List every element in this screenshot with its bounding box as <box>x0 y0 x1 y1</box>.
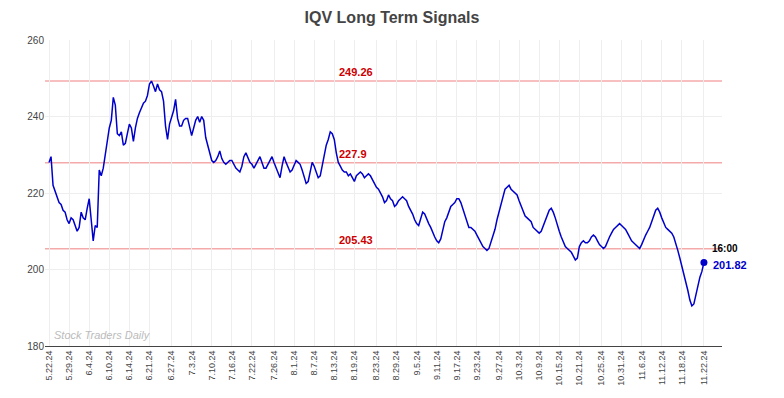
svg-text:249.26: 249.26 <box>339 66 373 78</box>
svg-text:7.16.24: 7.16.24 <box>227 351 237 381</box>
svg-text:10.31.24: 10.31.24 <box>616 351 626 386</box>
svg-text:10.21.24: 10.21.24 <box>574 351 584 386</box>
svg-text:7.26.24: 7.26.24 <box>269 351 279 381</box>
svg-text:Stock Traders Daily: Stock Traders Daily <box>54 329 151 341</box>
svg-text:16:00: 16:00 <box>712 243 738 254</box>
svg-text:260: 260 <box>27 35 44 46</box>
svg-text:227.9: 227.9 <box>339 148 367 160</box>
svg-text:10.3.24: 10.3.24 <box>514 351 524 381</box>
svg-text:10.9.24: 10.9.24 <box>534 351 544 381</box>
svg-text:11.6.24: 11.6.24 <box>637 351 647 380</box>
svg-text:240: 240 <box>27 111 44 122</box>
svg-text:5.29.24: 5.29.24 <box>64 351 74 381</box>
svg-text:11.22.24: 11.22.24 <box>699 351 709 385</box>
svg-text:7.10.24: 7.10.24 <box>207 351 217 381</box>
svg-text:10.15.24: 10.15.24 <box>554 351 564 386</box>
svg-text:201.82: 201.82 <box>713 259 747 271</box>
svg-text:IQV Long Term Signals: IQV Long Term Signals <box>305 9 480 26</box>
svg-text:11.12.24: 11.12.24 <box>657 351 667 385</box>
svg-text:6.14.24: 6.14.24 <box>124 351 134 381</box>
svg-text:10.25.24: 10.25.24 <box>596 351 606 386</box>
svg-text:220: 220 <box>27 188 44 199</box>
svg-text:8.7.24: 8.7.24 <box>309 351 319 376</box>
svg-text:7.3.24: 7.3.24 <box>187 351 197 376</box>
svg-text:8.1.24: 8.1.24 <box>289 351 299 376</box>
svg-text:6.10.24: 6.10.24 <box>104 351 114 381</box>
svg-text:6.21.24: 6.21.24 <box>144 351 154 381</box>
svg-text:9.11.24: 9.11.24 <box>432 351 442 380</box>
svg-text:200: 200 <box>27 264 44 275</box>
svg-text:5.22.24: 5.22.24 <box>44 351 54 381</box>
svg-text:9.5.24: 9.5.24 <box>412 351 422 376</box>
svg-text:11.18.24: 11.18.24 <box>677 351 687 385</box>
svg-text:8.13.24: 8.13.24 <box>329 351 339 381</box>
svg-text:205.43: 205.43 <box>339 234 373 246</box>
svg-text:7.22.24: 7.22.24 <box>247 351 257 381</box>
svg-text:6.4.24: 6.4.24 <box>84 351 94 376</box>
svg-text:8.29.24: 8.29.24 <box>391 351 401 381</box>
svg-text:6.27.24: 6.27.24 <box>166 351 176 381</box>
svg-text:9.27.24: 9.27.24 <box>494 351 504 381</box>
svg-text:9.23.24: 9.23.24 <box>472 351 482 381</box>
svg-text:9.17.24: 9.17.24 <box>452 351 462 381</box>
svg-text:8.19.24: 8.19.24 <box>349 351 359 381</box>
svg-text:180: 180 <box>27 341 44 352</box>
svg-text:8.23.24: 8.23.24 <box>371 351 381 381</box>
